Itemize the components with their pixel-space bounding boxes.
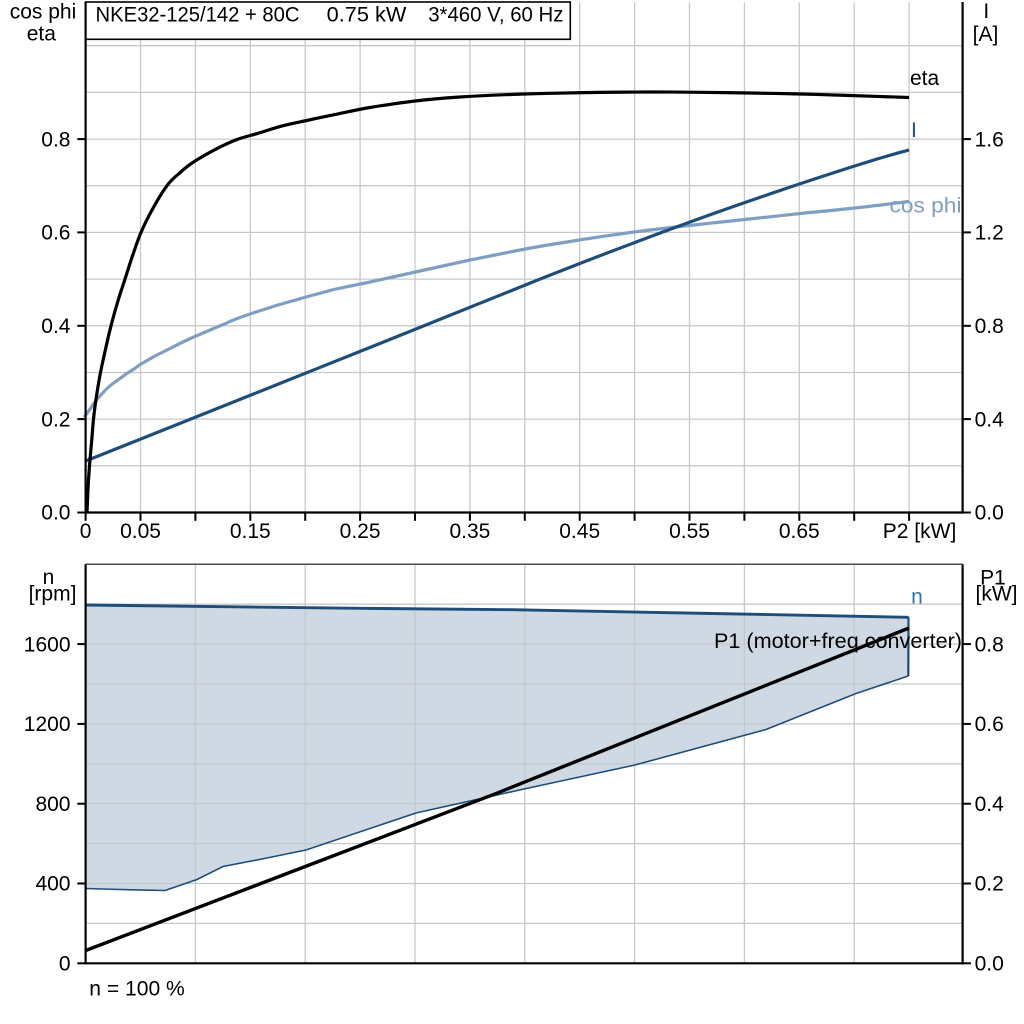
svg-text:0.4: 0.4 xyxy=(41,315,71,338)
svg-text:I: I xyxy=(983,0,989,23)
svg-text:[rpm]: [rpm] xyxy=(29,583,77,606)
svg-text:0.65: 0.65 xyxy=(779,520,820,543)
svg-text:0.05: 0.05 xyxy=(120,520,161,543)
svg-text:P1 (motor+freq.converter): P1 (motor+freq.converter) xyxy=(714,630,962,653)
svg-text:cos phi: cos phi xyxy=(10,0,77,23)
svg-text:0.6: 0.6 xyxy=(975,713,1004,736)
svg-text:NKE32-125/142 + 80C: NKE32-125/142 + 80C xyxy=(96,4,300,27)
svg-text:0.25: 0.25 xyxy=(340,520,381,543)
svg-text:1200: 1200 xyxy=(24,713,71,736)
svg-text:0.6: 0.6 xyxy=(41,222,70,245)
svg-text:400: 400 xyxy=(35,873,70,896)
svg-text:1.2: 1.2 xyxy=(975,222,1004,245)
svg-text:[A]: [A] xyxy=(973,23,999,46)
svg-text:0.15: 0.15 xyxy=(230,520,271,543)
svg-text:0.2: 0.2 xyxy=(41,408,70,431)
svg-text:0: 0 xyxy=(80,520,92,543)
svg-text:0.8: 0.8 xyxy=(975,633,1004,656)
svg-text:eta: eta xyxy=(910,67,940,90)
svg-text:0.0: 0.0 xyxy=(975,953,1004,976)
svg-text:0.4: 0.4 xyxy=(975,793,1005,816)
svg-text:800: 800 xyxy=(35,793,70,816)
svg-text:0.8: 0.8 xyxy=(975,315,1004,338)
svg-text:P1: P1 xyxy=(980,567,1006,590)
svg-text:1600: 1600 xyxy=(24,633,71,656)
svg-text:0.0: 0.0 xyxy=(41,502,70,525)
svg-text:1.6: 1.6 xyxy=(975,128,1004,151)
svg-text:n: n xyxy=(911,586,923,609)
svg-text:0.0: 0.0 xyxy=(975,502,1004,525)
svg-text:0: 0 xyxy=(59,953,71,976)
svg-text:0.4: 0.4 xyxy=(975,408,1005,431)
svg-text:0.45: 0.45 xyxy=(559,520,600,543)
svg-text:eta: eta xyxy=(27,23,57,46)
svg-text:P2 [kW]: P2 [kW] xyxy=(883,520,957,543)
svg-text:0.2: 0.2 xyxy=(975,873,1004,896)
svg-text:0.8: 0.8 xyxy=(41,128,70,151)
svg-text:n: n xyxy=(43,566,55,589)
svg-text:0.35: 0.35 xyxy=(449,520,490,543)
svg-text:I: I xyxy=(911,119,917,142)
svg-text:0.75 kW: 0.75 kW xyxy=(327,4,407,27)
svg-text:[kW]: [kW] xyxy=(976,583,1018,606)
svg-text:0.55: 0.55 xyxy=(669,520,710,543)
svg-text:cos phi: cos phi xyxy=(890,195,962,218)
svg-text:n = 100 %: n = 100 % xyxy=(89,978,185,1001)
svg-text:3*460 V, 60 Hz: 3*460 V, 60 Hz xyxy=(428,4,563,27)
